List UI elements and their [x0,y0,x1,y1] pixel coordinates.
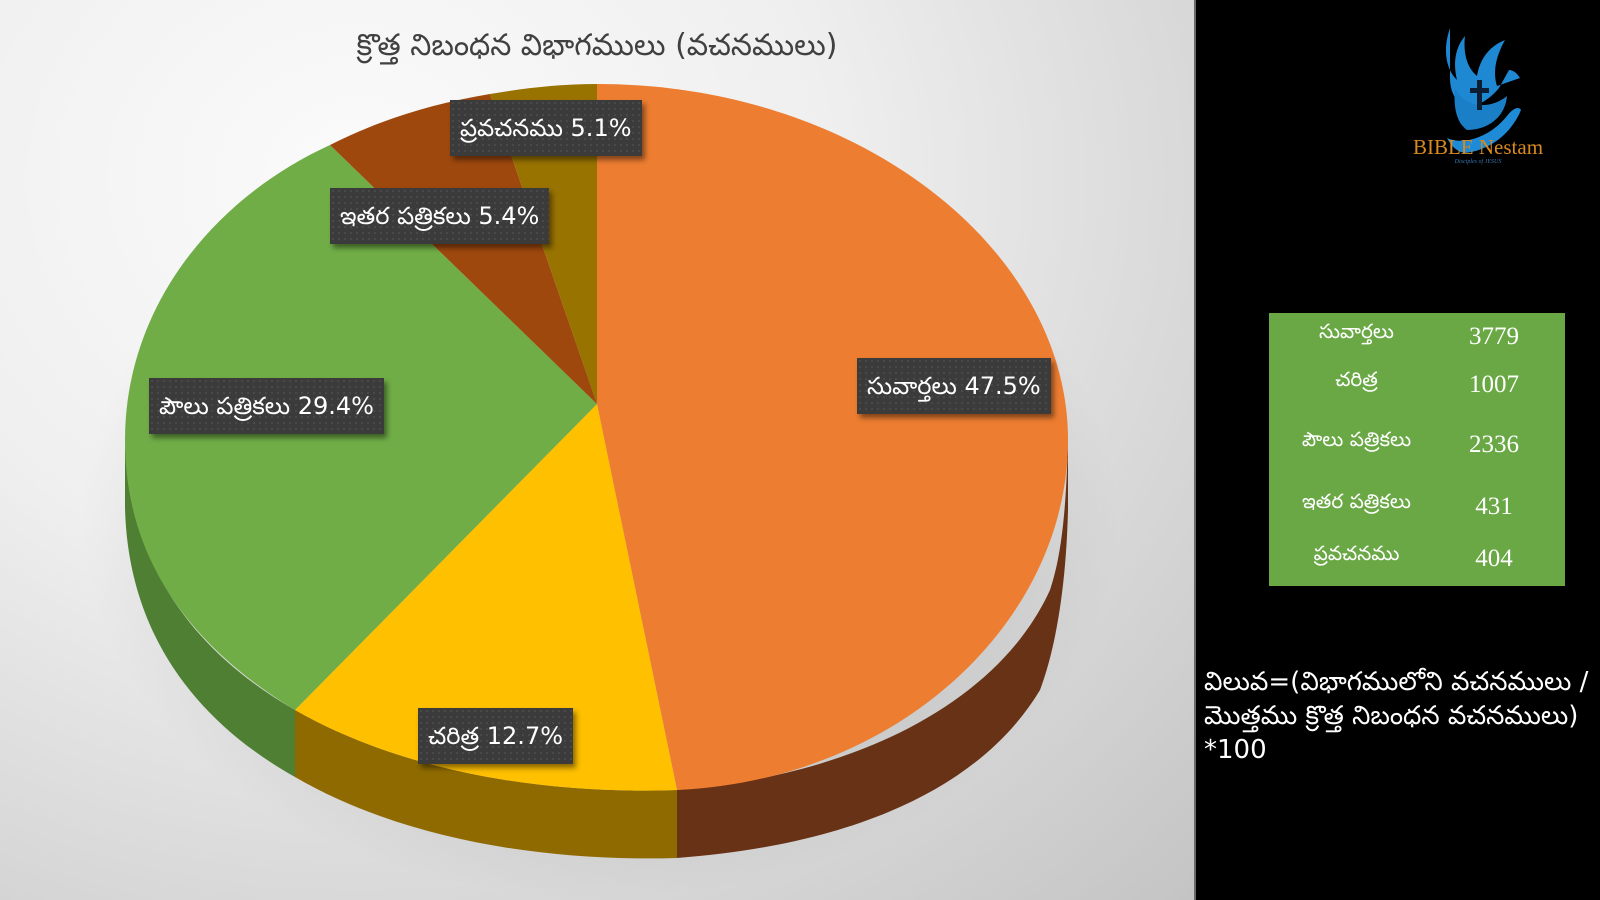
pie-side-walls [125,440,1068,859]
formula-line-1: విలువ=(విభాగములోని వచనములు / [1204,667,1589,697]
table-cell-value: 431 [1475,493,1513,520]
table-row: సువార్తలు 3779 [1269,319,1565,359]
table-row: పౌలు పత్రికలు 2336 [1269,427,1565,467]
data-label-history: చరిత్ర 12.7% [418,708,574,764]
chart-title: క్రొత్త నిబంధన విభాగములు (వచనములు) [356,28,838,63]
table-cell-value: 2336 [1469,431,1519,458]
table-row: ఇతర పత్రికలు 431 [1269,489,1565,529]
formula-note: విలువ=(విభాగములోని వచనములు / మొత్తము క్ర… [1204,665,1600,767]
table-cell-name: ప్రవచనము [1313,541,1400,565]
data-label-gospels: సువార్తలు 47.5% [857,358,1051,414]
table-cell-name: పౌలు పత్రికలు [1301,427,1412,451]
pie-top-slices [125,84,1068,791]
table-cell-name: సువార్తలు [1319,319,1394,343]
table-cell-value: 3779 [1469,323,1519,350]
formula-line-3: *100 [1204,735,1267,765]
table-cell-value: 404 [1475,545,1513,572]
verse-count-table: సువార్తలు 3779 చరిత్ర 1007 పౌలు పత్రికలు… [1269,313,1565,586]
dove-cross-logo-icon [1445,28,1521,153]
logo-tagline: Disciples of JESUS [1454,159,1502,165]
table-cell-value: 1007 [1469,371,1519,398]
slice-gospels[interactable] [597,84,1068,790]
slice-prophecy[interactable] [490,84,597,404]
slice-other-epistles[interactable] [330,94,597,404]
data-label-other-epistles: ఇతర పత్రికలు 5.4% [330,188,550,244]
formula-line-2: మొత్తము క్రొత్త నిబంధన వచనములు) [1204,701,1579,731]
table-row: ప్రవచనము 404 [1269,541,1565,581]
table-cell-name: చరిత్ర [1335,367,1378,391]
data-label-prophecy: ప్రవచనము 5.1% [450,100,642,156]
pie-chart-3d [80,84,1120,900]
slice-history[interactable] [295,404,677,791]
table-cell-name: ఇతర పత్రికలు [1302,489,1411,513]
panel-divider [1194,0,1196,900]
table-row: చరిత్ర 1007 [1269,367,1565,407]
data-label-pauline: పౌలు పత్రికలు 29.4% [149,378,384,434]
logo-title: BIBLE Nestam [1412,135,1544,159]
